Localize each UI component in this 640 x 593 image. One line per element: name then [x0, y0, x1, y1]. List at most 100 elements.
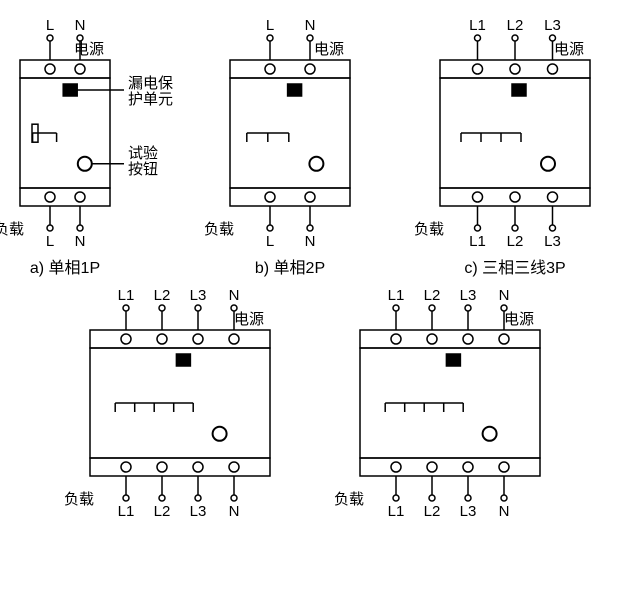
terminal-bot-N: [75, 192, 85, 202]
terminal-label-top: L3: [544, 17, 561, 34]
terminal-top-N: [229, 334, 239, 344]
terminal-bot-L3: [548, 192, 558, 202]
lead-end: [465, 305, 471, 311]
terminal-label-bot: L: [266, 233, 274, 250]
lead-end: [393, 305, 399, 311]
caption: b) 单相2P: [255, 259, 325, 277]
lead-end: [512, 225, 518, 231]
terminal-label-bot: L3: [460, 503, 477, 520]
terminal-top-L2: [427, 334, 437, 344]
terminal-label-bot: L2: [507, 233, 524, 250]
terminal-top-L2: [157, 334, 167, 344]
annotation-test: 按钮: [128, 161, 158, 178]
leakage-unit-icon: [63, 84, 77, 96]
terminal-bot-L: [265, 192, 275, 202]
terminal-label-bot: N: [499, 503, 510, 520]
breaker-e: L1L2L3NL1L2L3N电源负载: [334, 287, 540, 520]
lead-end: [550, 225, 556, 231]
terminal-top-L3: [463, 334, 473, 344]
terminal-label-top: N: [75, 17, 86, 34]
test-button-icon[interactable]: [483, 427, 497, 441]
terminal-top-L1: [391, 334, 401, 344]
top-bar: [360, 330, 540, 348]
test-button-icon[interactable]: [78, 157, 92, 171]
terminal-top-L3: [193, 334, 203, 344]
terminal-top-L1: [473, 64, 483, 74]
power-label: 电源: [234, 311, 264, 328]
bottom-bar: [20, 188, 110, 206]
caption: a) 单相1P: [30, 259, 100, 277]
lead-end: [77, 225, 83, 231]
lead-end: [393, 495, 399, 501]
lead-end: [123, 495, 129, 501]
leakage-unit-icon: [288, 84, 302, 96]
terminal-top-L: [265, 64, 275, 74]
terminal-label-top: L3: [460, 287, 477, 304]
terminal-label-bot: L2: [424, 503, 441, 520]
load-label: 负载: [204, 221, 234, 238]
leakage-unit-icon: [512, 84, 526, 96]
terminal-top-L3: [548, 64, 558, 74]
terminal-top-N: [499, 334, 509, 344]
bottom-bar: [230, 188, 350, 206]
caption: c) 三相三线3P: [464, 259, 565, 277]
load-label: 负载: [414, 221, 444, 238]
test-button-icon[interactable]: [309, 157, 323, 171]
terminal-bot-L3: [193, 462, 203, 472]
breaker-b: LNLN电源负载b) 单相2P: [204, 17, 350, 277]
terminal-label-top: N: [305, 17, 316, 34]
terminal-label-bot: L1: [118, 503, 135, 520]
terminal-label-bot: L1: [388, 503, 405, 520]
terminal-label-top: L2: [424, 287, 441, 304]
load-label: 负载: [334, 491, 364, 508]
lead-end: [307, 225, 313, 231]
terminal-bot-L1: [391, 462, 401, 472]
bottom-bar: [90, 458, 270, 476]
terminal-label-top: L1: [388, 287, 405, 304]
terminal-label-top: N: [229, 287, 240, 304]
terminal-top-N: [305, 64, 315, 74]
lead-end: [475, 225, 481, 231]
lead-end: [267, 35, 273, 41]
terminal-top-L: [45, 64, 55, 74]
lead-end: [47, 35, 53, 41]
breaker-d: L1L2L3NL1L2L3N电源负载: [64, 287, 270, 520]
terminal-label-top: L: [46, 17, 54, 34]
power-label: 电源: [314, 41, 344, 58]
terminal-top-N: [75, 64, 85, 74]
leakage-unit-icon: [446, 354, 460, 366]
bottom-bar: [360, 458, 540, 476]
terminal-label-bot: L1: [469, 233, 486, 250]
lead-end: [307, 35, 313, 41]
terminal-bot-L2: [510, 192, 520, 202]
terminal-label-top: L2: [154, 287, 171, 304]
lead-end: [512, 35, 518, 41]
test-button-icon[interactable]: [213, 427, 227, 441]
lead-end: [47, 225, 53, 231]
terminal-label-bot: N: [229, 503, 240, 520]
terminal-label-top: L2: [507, 17, 524, 34]
breaker-c: L1L2L3L1L2L3电源负载c) 三相三线3P: [414, 17, 590, 277]
terminal-bot-L3: [463, 462, 473, 472]
lead-end: [195, 495, 201, 501]
lead-end: [195, 305, 201, 311]
terminal-bot-N: [499, 462, 509, 472]
lead-end: [123, 305, 129, 311]
terminal-label-bot: L3: [544, 233, 561, 250]
terminal-top-L2: [510, 64, 520, 74]
test-button-icon[interactable]: [541, 157, 555, 171]
power-label: 电源: [74, 41, 104, 58]
terminal-bot-L1: [473, 192, 483, 202]
top-bar: [20, 60, 110, 78]
annotation-test: 试验: [128, 145, 158, 162]
top-bar: [230, 60, 350, 78]
lead-end: [267, 225, 273, 231]
lead-end: [501, 495, 507, 501]
terminal-top-L1: [121, 334, 131, 344]
breaker-a: LNLN电源负载a) 单相1P漏电保护单元试验按钮: [0, 17, 173, 277]
diagram-canvas: LNLN电源负载a) 单相1P漏电保护单元试验按钮LNLN电源负载b) 单相2P…: [0, 0, 640, 593]
lead-end: [475, 35, 481, 41]
terminal-bot-L: [45, 192, 55, 202]
terminal-label-bot: N: [75, 233, 86, 250]
terminal-label-bot: L3: [190, 503, 207, 520]
